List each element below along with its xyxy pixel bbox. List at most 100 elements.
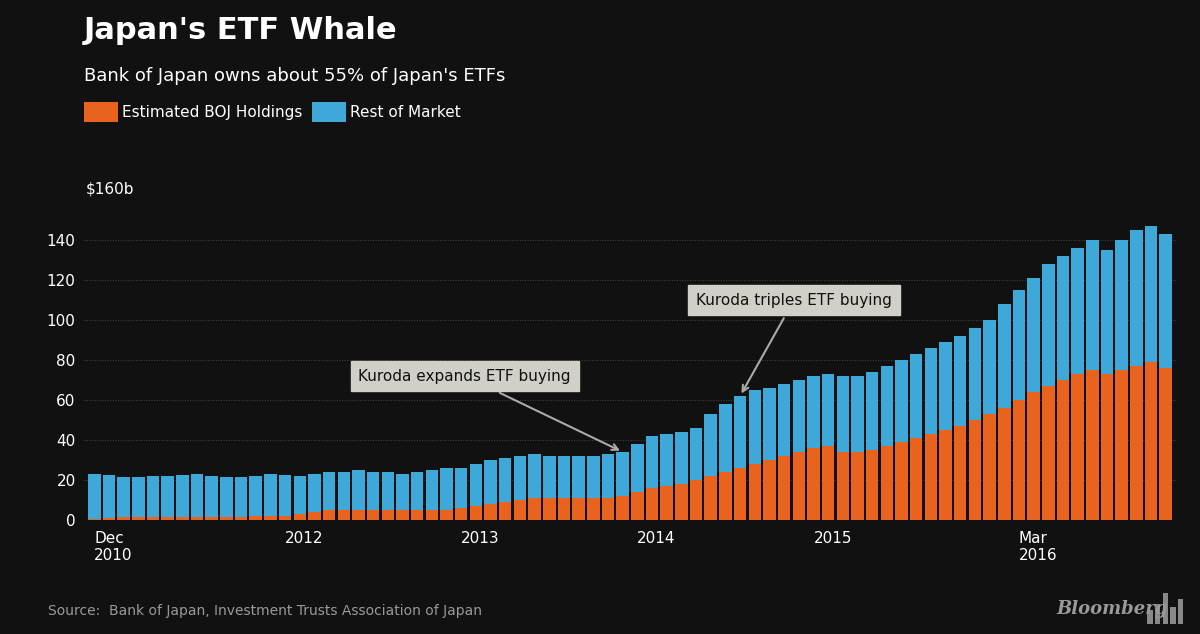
- Bar: [1154, 604, 1160, 624]
- Bar: [983, 320, 996, 414]
- Bar: [118, 477, 130, 517]
- Bar: [646, 436, 659, 488]
- Bar: [983, 414, 996, 520]
- Bar: [676, 432, 688, 484]
- Bar: [1130, 230, 1142, 366]
- Bar: [822, 374, 834, 446]
- Bar: [410, 472, 424, 510]
- Bar: [337, 472, 350, 510]
- Bar: [851, 376, 864, 452]
- Bar: [617, 452, 629, 496]
- Bar: [118, 517, 130, 520]
- Bar: [836, 376, 850, 452]
- Bar: [676, 484, 688, 520]
- Bar: [528, 454, 541, 498]
- Text: Source:  Bank of Japan, Investment Trusts Association of Japan: Source: Bank of Japan, Investment Trusts…: [48, 604, 482, 618]
- Bar: [88, 519, 101, 520]
- Bar: [808, 376, 820, 448]
- Bar: [485, 504, 497, 520]
- Bar: [499, 502, 511, 520]
- Bar: [235, 477, 247, 517]
- Bar: [146, 517, 160, 520]
- Bar: [1027, 392, 1040, 520]
- Bar: [367, 510, 379, 520]
- Bar: [1147, 610, 1152, 624]
- Bar: [176, 517, 188, 520]
- Bar: [455, 468, 468, 508]
- Bar: [88, 474, 101, 519]
- Bar: [1013, 400, 1025, 520]
- Bar: [103, 475, 115, 518]
- Bar: [704, 414, 716, 476]
- Bar: [514, 500, 526, 520]
- Bar: [631, 492, 643, 520]
- Bar: [1145, 362, 1157, 520]
- Bar: [103, 518, 115, 520]
- Bar: [308, 474, 320, 512]
- Bar: [1130, 366, 1142, 520]
- Bar: [455, 508, 468, 520]
- Bar: [601, 498, 614, 520]
- Bar: [1159, 368, 1172, 520]
- Bar: [176, 475, 188, 517]
- Bar: [1042, 386, 1055, 520]
- Bar: [822, 446, 834, 520]
- Text: Kuroda triples ETF buying: Kuroda triples ETF buying: [696, 293, 892, 392]
- Bar: [734, 396, 746, 468]
- Bar: [1170, 607, 1176, 624]
- Bar: [719, 404, 732, 472]
- Bar: [278, 516, 292, 520]
- Bar: [719, 472, 732, 520]
- Bar: [631, 444, 643, 492]
- Bar: [1057, 256, 1069, 380]
- Bar: [469, 464, 482, 506]
- Bar: [895, 442, 907, 520]
- Text: Bank of Japan owns about 55% of Japan's ETFs: Bank of Japan owns about 55% of Japan's …: [84, 67, 505, 84]
- Bar: [895, 360, 907, 442]
- Bar: [294, 514, 306, 520]
- Bar: [690, 428, 702, 480]
- Bar: [264, 516, 277, 520]
- Bar: [968, 420, 982, 520]
- Text: Rest of Market: Rest of Market: [350, 105, 461, 120]
- Bar: [353, 470, 365, 510]
- Bar: [205, 476, 218, 517]
- Bar: [587, 456, 600, 498]
- Bar: [191, 474, 203, 517]
- Bar: [866, 450, 878, 520]
- Bar: [367, 472, 379, 510]
- Bar: [410, 510, 424, 520]
- Bar: [1116, 240, 1128, 370]
- Bar: [440, 510, 452, 520]
- Bar: [763, 460, 775, 520]
- Bar: [1100, 374, 1114, 520]
- Bar: [587, 498, 600, 520]
- Bar: [382, 510, 394, 520]
- Bar: [778, 384, 791, 456]
- Bar: [998, 304, 1010, 408]
- Bar: [1145, 226, 1157, 362]
- Bar: [544, 456, 556, 498]
- Bar: [132, 517, 144, 520]
- Bar: [910, 354, 923, 438]
- Bar: [146, 476, 160, 517]
- Text: Kuroda expands ETF buying: Kuroda expands ETF buying: [359, 368, 618, 450]
- Bar: [1178, 599, 1183, 624]
- Bar: [660, 486, 673, 520]
- Bar: [968, 328, 982, 420]
- Bar: [426, 510, 438, 520]
- Bar: [499, 458, 511, 502]
- Bar: [749, 390, 761, 464]
- Bar: [337, 510, 350, 520]
- Bar: [162, 517, 174, 520]
- Bar: [881, 446, 893, 520]
- Bar: [1042, 264, 1055, 386]
- Bar: [353, 510, 365, 520]
- Bar: [778, 456, 791, 520]
- Bar: [132, 477, 144, 517]
- Bar: [440, 468, 452, 510]
- Bar: [323, 472, 335, 510]
- Bar: [925, 348, 937, 434]
- Bar: [836, 452, 850, 520]
- Bar: [558, 498, 570, 520]
